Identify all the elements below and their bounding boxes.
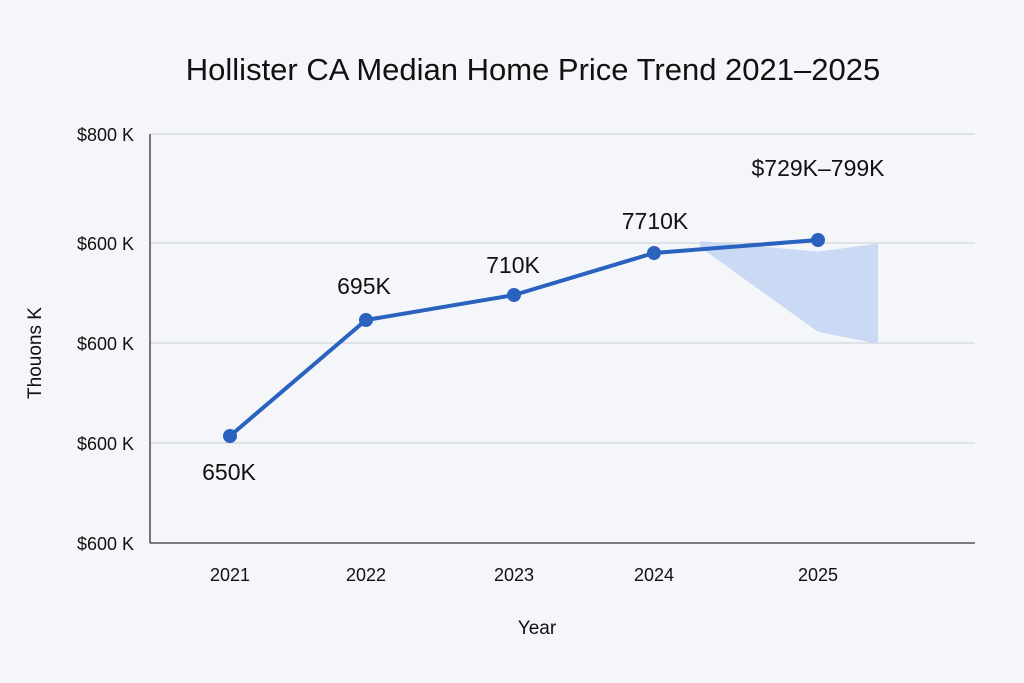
data-label: 650K: [202, 459, 256, 485]
data-label: $729K–799K: [751, 155, 885, 181]
y-axis-title: Thouons K: [25, 307, 46, 399]
x-tick-label: 2025: [798, 565, 838, 585]
gridlines: [150, 133, 975, 444]
x-tick-labels: 2021 2022 2023 2024 2025: [210, 565, 838, 585]
chart-title: Hollister CA Median Home Price Trend 202…: [186, 52, 880, 87]
data-points: [223, 233, 825, 443]
forecast-range-band: [700, 241, 878, 344]
y-tick-label: $600 K: [77, 234, 134, 254]
data-label: 695K: [337, 273, 391, 299]
data-point: [223, 429, 237, 443]
data-point: [359, 313, 373, 327]
y-tick-label: $600 K: [77, 434, 134, 454]
x-tick-label: 2022: [346, 565, 386, 585]
y-tick-label: $600 K: [77, 534, 134, 554]
y-tick-labels: $800 K $600 K $600 K $600 K $600 K: [77, 125, 134, 554]
data-point: [647, 246, 661, 260]
x-axis-title: Year: [518, 618, 557, 639]
data-point: [507, 288, 521, 302]
data-label: 7710K: [622, 208, 689, 234]
y-tick-label: $800 K: [77, 125, 134, 145]
data-label: 710K: [486, 252, 540, 278]
data-labels: 650K 695K 710K 7710K $729K–799K: [202, 155, 885, 485]
y-tick-label: $600 K: [77, 334, 134, 354]
x-tick-label: 2021: [210, 565, 250, 585]
data-point: [811, 233, 825, 247]
x-tick-label: 2024: [634, 565, 674, 585]
x-tick-label: 2023: [494, 565, 534, 585]
